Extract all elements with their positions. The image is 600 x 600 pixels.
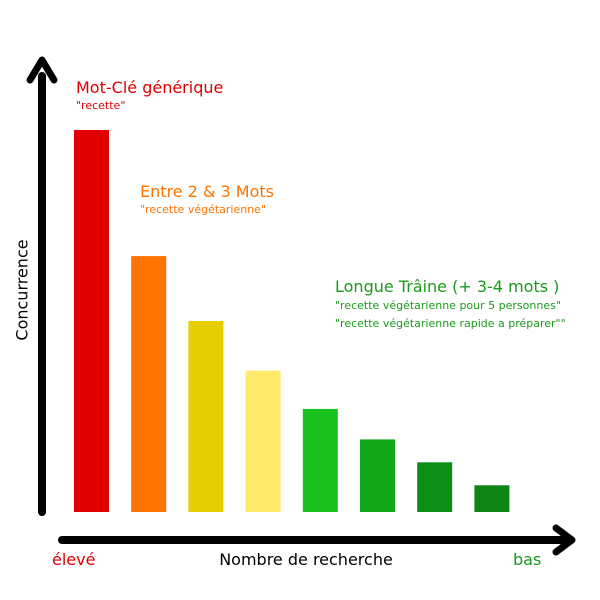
bar-8: [474, 485, 510, 512]
x-axis-left-label: élevé: [52, 550, 96, 569]
annotation-generic-keyword: Mot-Clé générique "recette": [76, 78, 223, 114]
y-axis-arrowhead: [26, 56, 58, 84]
bar-3: [188, 321, 224, 512]
y-axis-label: Concurrence: [12, 239, 32, 341]
annotation-example: "recette végétarienne pour 5 personnes": [335, 299, 561, 312]
annotation-example: "recette végétarienne": [140, 203, 267, 216]
x-axis-label: Nombre de recherche: [219, 550, 393, 569]
annotation-two-three-words: Entre 2 & 3 Mots "recette végétarienne": [140, 182, 274, 218]
bar-7: [417, 462, 453, 512]
annotation-title: Longue Trâine (+ 3-4 mots ): [335, 277, 560, 296]
x-axis-arrowhead: [552, 524, 576, 556]
annotation-example: "recette végétarienne rapide a préparer"…: [335, 317, 566, 330]
annotation-example: "recette": [76, 99, 126, 112]
bars-group: [74, 130, 510, 512]
bar-5: [302, 408, 338, 512]
annotation-title: Entre 2 & 3 Mots: [140, 182, 274, 201]
bar-2: [131, 256, 167, 512]
bar-4: [245, 370, 281, 512]
bar-1: [74, 130, 109, 512]
x-axis-right-label: bas: [513, 550, 542, 569]
bar-6: [360, 439, 395, 512]
annotation-long-tail: Longue Trâine (+ 3-4 mots ) "recette vég…: [335, 277, 566, 333]
annotation-title: Mot-Clé générique: [76, 78, 224, 97]
axes-group: [26, 56, 576, 556]
